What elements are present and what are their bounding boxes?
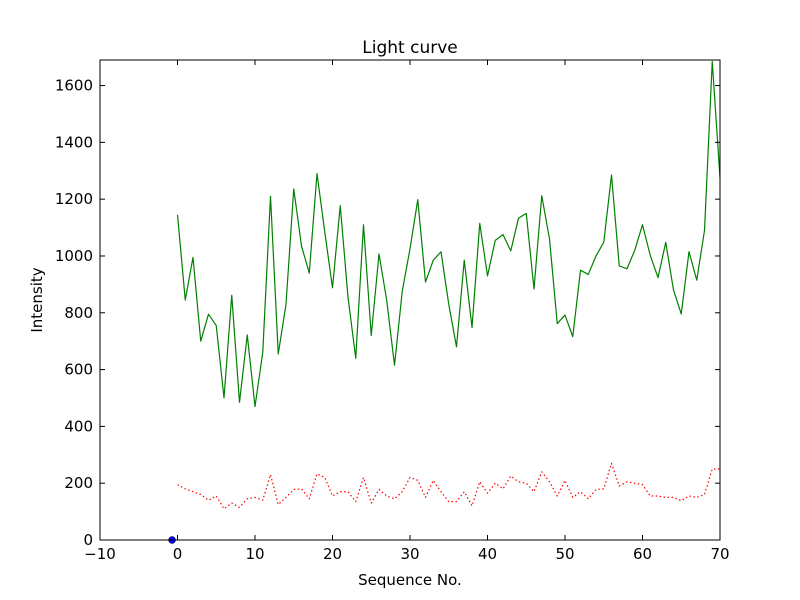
chart-title: Light curve [362,38,457,58]
x-tick-label: 50 [555,545,574,563]
y-tick-label: 800 [64,304,93,322]
x-tick-label: 0 [173,545,183,563]
series-1-line [177,462,720,510]
x-tick-label: 10 [245,545,264,563]
x-tick-label: 60 [633,545,652,563]
x-tick-label: 70 [710,545,729,563]
y-tick-label: 1400 [55,133,93,151]
y-tick-label: 400 [64,417,93,435]
y-tick-label: 1000 [55,247,93,265]
x-axis-label: Sequence No. [358,571,462,589]
x-tick-label: 40 [478,545,497,563]
y-tick-label: 0 [83,531,93,549]
y-axis-label: Intensity [28,267,46,332]
y-tick-label: 1200 [55,190,93,208]
ticks-layer: −10 0 10 20 30 40 50 60 700200400600800100012001… [55,60,730,563]
y-tick-label: 200 [64,474,93,492]
x-tick-label: 20 [323,545,342,563]
series-0-line [176,60,721,408]
y-tick-label: 1600 [55,77,93,95]
x-tick-label: 30 [400,545,419,563]
y-tick-label: 600 [64,361,93,379]
x-tick-label: −10 [84,545,116,563]
